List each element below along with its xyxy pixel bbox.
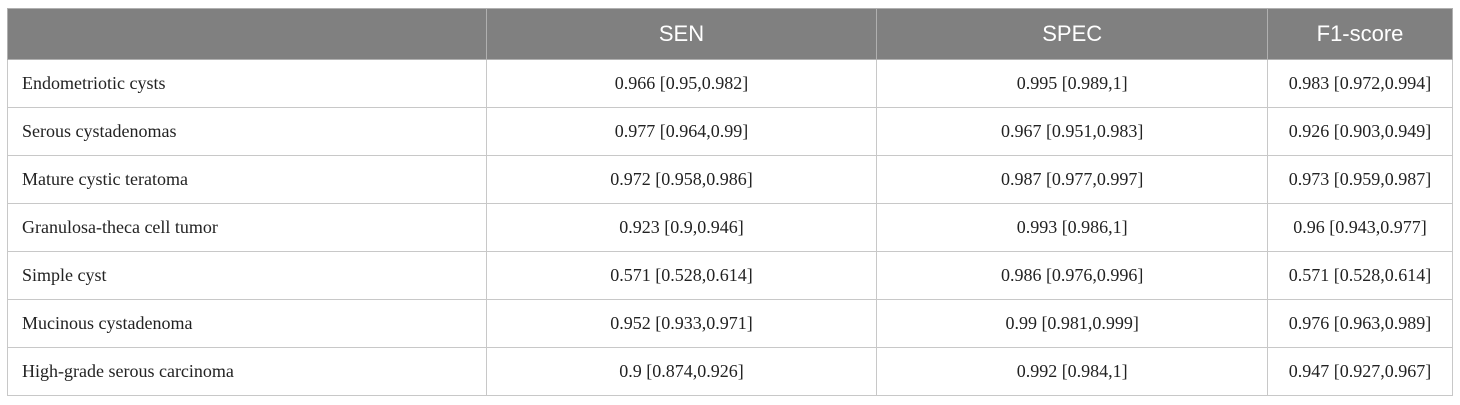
metric-cell: 0.96 [0.943,0.977] (1267, 203, 1453, 252)
metric-cell: 0.995 [0.989,1] (876, 59, 1269, 108)
table-row: Mature cystic teratoma 0.972 [0.958,0.986… (7, 155, 1453, 204)
metric-cell: 0.977 [0.964,0.99] (485, 107, 878, 156)
header-cell: SEN (485, 8, 878, 60)
metric-cell: 0.947 [0.927,0.967] (1267, 347, 1453, 396)
metric-cell: 0.983 [0.972,0.994] (1267, 59, 1453, 108)
row-label: Simple cyst (7, 251, 487, 300)
metric-cell: 0.973 [0.959,0.987] (1267, 155, 1453, 204)
metric-cell: 0.993 [0.986,1] (876, 203, 1269, 252)
metric-cell: 0.99 [0.981,0.999] (876, 299, 1269, 348)
metric-cell: 0.976 [0.963,0.989] (1267, 299, 1453, 348)
header-row: SEN SPEC F1-score (7, 8, 1453, 60)
table-row: Endometriotic cysts 0.966 [0.95,0.982] 0.9… (7, 59, 1453, 108)
table-body: Endometriotic cysts 0.966 [0.95,0.982] 0.9… (7, 59, 1453, 396)
metric-cell: 0.966 [0.95,0.982] (485, 59, 878, 108)
metric-cell: 0.992 [0.984,1] (876, 347, 1269, 396)
header-cell: SPEC (876, 8, 1269, 60)
row-label: Mucinous cystadenoma (7, 299, 487, 348)
header-cell (7, 8, 487, 60)
metric-cell: 0.923 [0.9,0.946] (485, 203, 878, 252)
metric-cell: 0.9 [0.874,0.926] (485, 347, 878, 396)
table-header: SEN SPEC F1-score (7, 8, 1453, 60)
table-row: Simple cyst 0.571 [0.528,0.614] 0.986 [0.9… (7, 251, 1453, 300)
metric-cell: 0.952 [0.933,0.971] (485, 299, 878, 348)
table-row: High-grade serous carcinoma 0.9 [0.874,0.… (7, 347, 1453, 396)
row-label: Mature cystic teratoma (7, 155, 487, 204)
metric-cell: 0.571 [0.528,0.614] (1267, 251, 1453, 300)
metric-cell: 0.926 [0.903,0.949] (1267, 107, 1453, 156)
table-row: Serous cystadenomas 0.977 [0.964,0.99] 0.9… (7, 107, 1453, 156)
table-row: Granulosa-theca cell tumor 0.923 [0.9,0.9… (7, 203, 1453, 252)
table-row: Mucinous cystadenoma 0.952 [0.933,0.971] 0… (7, 299, 1453, 348)
metric-cell: 0.967 [0.951,0.983] (876, 107, 1269, 156)
header-cell: F1-score (1267, 8, 1453, 60)
row-label: Endometriotic cysts (7, 59, 487, 108)
metric-cell: 0.986 [0.976,0.996] (876, 251, 1269, 300)
results-table: SEN SPEC F1-score Endometriotic cysts 0.9… (7, 8, 1453, 396)
metric-cell: 0.571 [0.528,0.614] (485, 251, 878, 300)
row-label: Granulosa-theca cell tumor (7, 203, 487, 252)
metric-cell: 0.972 [0.958,0.986] (485, 155, 878, 204)
row-label: High-grade serous carcinoma (7, 347, 487, 396)
metric-cell: 0.987 [0.977,0.997] (876, 155, 1269, 204)
row-label: Serous cystadenomas (7, 107, 487, 156)
